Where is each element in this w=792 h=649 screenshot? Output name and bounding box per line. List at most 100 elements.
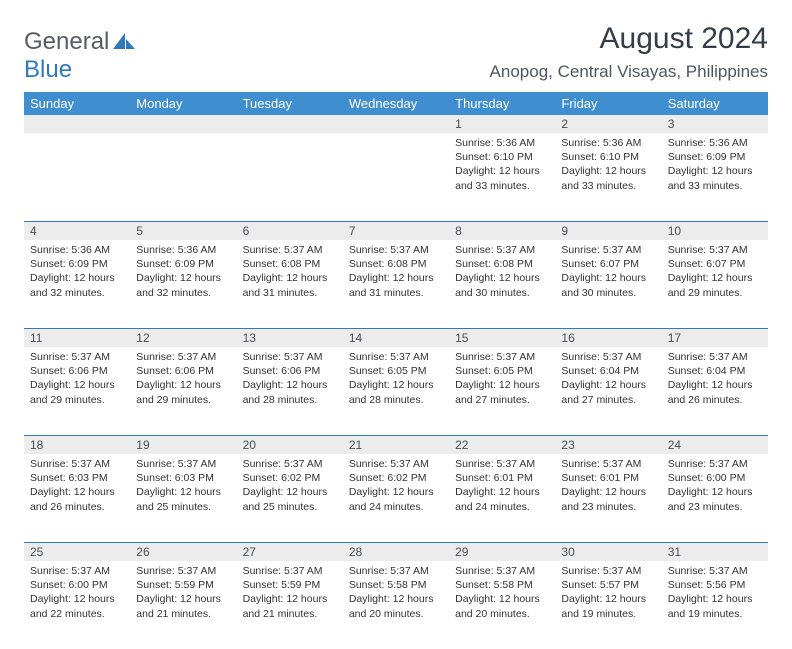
day-number: 9 (555, 221, 661, 240)
sunrise-line: Sunrise: 5:37 AM (455, 564, 549, 578)
daynum-cell: 9 (555, 221, 661, 240)
day-number: 6 (237, 221, 343, 240)
day-cell: Sunrise: 5:36 AMSunset: 6:09 PMDaylight:… (662, 133, 768, 221)
day-header: Thursday (449, 92, 555, 115)
day-cell: Sunrise: 5:37 AMSunset: 5:58 PMDaylight:… (343, 561, 449, 649)
day-header: Tuesday (237, 92, 343, 115)
day-content: Sunrise: 5:37 AMSunset: 5:56 PMDaylight:… (662, 561, 768, 627)
day-content: Sunrise: 5:37 AMSunset: 5:58 PMDaylight:… (449, 561, 555, 627)
daylight-line2: and 26 minutes. (30, 500, 124, 514)
day-number: 7 (343, 221, 449, 240)
day-cell (24, 133, 130, 221)
daylight-line2: and 19 minutes. (668, 607, 762, 621)
day-header: Saturday (662, 92, 768, 115)
sunset-line: Sunset: 6:01 PM (561, 471, 655, 485)
daylight-line1: Daylight: 12 hours (349, 271, 443, 285)
brand-logo: General (24, 22, 137, 56)
day-cell: Sunrise: 5:37 AMSunset: 6:07 PMDaylight:… (555, 240, 661, 328)
day-number (343, 115, 449, 133)
daylight-line1: Daylight: 12 hours (668, 592, 762, 606)
sunrise-line: Sunrise: 5:37 AM (668, 457, 762, 471)
daylight-line2: and 27 minutes. (455, 393, 549, 407)
daynum-cell: 8 (449, 221, 555, 240)
day-number: 5 (130, 221, 236, 240)
daynum-cell (237, 115, 343, 133)
daylight-line1: Daylight: 12 hours (455, 164, 549, 178)
sunset-line: Sunset: 6:09 PM (136, 257, 230, 271)
day-number (24, 115, 130, 133)
daylight-line2: and 20 minutes. (455, 607, 549, 621)
sunrise-line: Sunrise: 5:37 AM (243, 457, 337, 471)
brand-word2: Blue (24, 56, 72, 84)
day-number: 14 (343, 328, 449, 347)
day-content (343, 133, 449, 142)
daylight-line2: and 24 minutes. (349, 500, 443, 514)
sunrise-line: Sunrise: 5:37 AM (349, 457, 443, 471)
day-cell: Sunrise: 5:37 AMSunset: 6:08 PMDaylight:… (449, 240, 555, 328)
sunset-line: Sunset: 6:01 PM (455, 471, 549, 485)
sunset-line: Sunset: 5:58 PM (455, 578, 549, 592)
daylight-line1: Daylight: 12 hours (30, 271, 124, 285)
daylight-line1: Daylight: 12 hours (243, 592, 337, 606)
daylight-line2: and 33 minutes. (668, 179, 762, 193)
sunset-line: Sunset: 5:59 PM (136, 578, 230, 592)
sunrise-line: Sunrise: 5:37 AM (243, 564, 337, 578)
day-cell: Sunrise: 5:37 AMSunset: 6:06 PMDaylight:… (24, 347, 130, 435)
sunrise-line: Sunrise: 5:37 AM (349, 350, 443, 364)
day-content: Sunrise: 5:37 AMSunset: 6:04 PMDaylight:… (555, 347, 661, 413)
sunset-line: Sunset: 6:07 PM (668, 257, 762, 271)
daylight-line2: and 24 minutes. (455, 500, 549, 514)
sunset-line: Sunset: 6:06 PM (30, 364, 124, 378)
day-cell (130, 133, 236, 221)
daylight-line2: and 28 minutes. (349, 393, 443, 407)
sunset-line: Sunset: 6:08 PM (455, 257, 549, 271)
sunset-line: Sunset: 6:00 PM (30, 578, 124, 592)
day-number: 25 (24, 542, 130, 561)
daylight-line1: Daylight: 12 hours (243, 378, 337, 392)
week-row: Sunrise: 5:36 AMSunset: 6:09 PMDaylight:… (24, 240, 768, 328)
daylight-line1: Daylight: 12 hours (561, 378, 655, 392)
daynum-cell: 22 (449, 435, 555, 454)
day-cell: Sunrise: 5:37 AMSunset: 5:59 PMDaylight:… (237, 561, 343, 649)
calendar-table: Sunday Monday Tuesday Wednesday Thursday… (24, 92, 768, 649)
sunrise-line: Sunrise: 5:37 AM (243, 350, 337, 364)
daynum-row: 25262728293031 (24, 542, 768, 561)
day-cell: Sunrise: 5:37 AMSunset: 6:04 PMDaylight:… (555, 347, 661, 435)
daynum-cell: 17 (662, 328, 768, 347)
day-content: Sunrise: 5:37 AMSunset: 6:05 PMDaylight:… (343, 347, 449, 413)
daynum-cell: 31 (662, 542, 768, 561)
sunrise-line: Sunrise: 5:37 AM (561, 564, 655, 578)
day-cell: Sunrise: 5:37 AMSunset: 6:06 PMDaylight:… (237, 347, 343, 435)
day-number: 2 (555, 115, 661, 133)
week-row: Sunrise: 5:37 AM Sunset: 6:03 PM Daylight:… (24, 454, 768, 542)
daylight-line2: and 29 minutes. (668, 286, 762, 300)
sunset-line: Sunset: 6:03 PM (30, 471, 124, 485)
sunset-line: Sunset: 5:58 PM (349, 578, 443, 592)
day-cell: Sunrise: 5:37 AMSunset: 6:04 PMDaylight:… (662, 347, 768, 435)
sunset-line: Sunset: 6:06 PM (243, 364, 337, 378)
day-number (130, 115, 236, 133)
day-cell: Sunrise: 5:37 AMSunset: 6:03 PMDaylight:… (24, 454, 130, 542)
daylight-line2: and 33 minutes. (561, 179, 655, 193)
day-number: 21 (343, 435, 449, 454)
daylight-line1: Daylight: 12 hours (561, 485, 655, 499)
day-cell: Sunrise: 5:37 AMSunset: 5:56 PMDaylight:… (662, 561, 768, 649)
day-content: Sunrise: 5:37 AMSunset: 5:58 PMDaylight:… (343, 561, 449, 627)
daynum-cell: 20 (237, 435, 343, 454)
sunset-line: Sunset: 6:09 PM (668, 150, 762, 164)
sunset-line: Sunset: 6:04 PM (561, 364, 655, 378)
day-content: Sunrise: 5:37 AMSunset: 6:00 PMDaylight:… (662, 454, 768, 520)
sunrise-line: Sunrise: 5:37 AM (136, 457, 230, 471)
daylight-line2: and 23 minutes. (561, 500, 655, 514)
sunrise-line: Sunrise: 5:37 AM (561, 457, 655, 471)
sunset-line: Sunset: 6:08 PM (349, 257, 443, 271)
day-content: Sunrise: 5:36 AMSunset: 6:10 PMDaylight:… (449, 133, 555, 199)
daynum-cell: 6 (237, 221, 343, 240)
daylight-line1: Daylight: 12 hours (136, 271, 230, 285)
day-number: 27 (237, 542, 343, 561)
sail-icon (113, 31, 135, 51)
sunrise-line: Sunrise: 5:36 AM (30, 243, 124, 257)
sunrise-line: Sunrise: 5:36 AM (455, 136, 549, 150)
daylight-line2: and 21 minutes. (136, 607, 230, 621)
daylight-line1: Daylight: 12 hours (668, 271, 762, 285)
